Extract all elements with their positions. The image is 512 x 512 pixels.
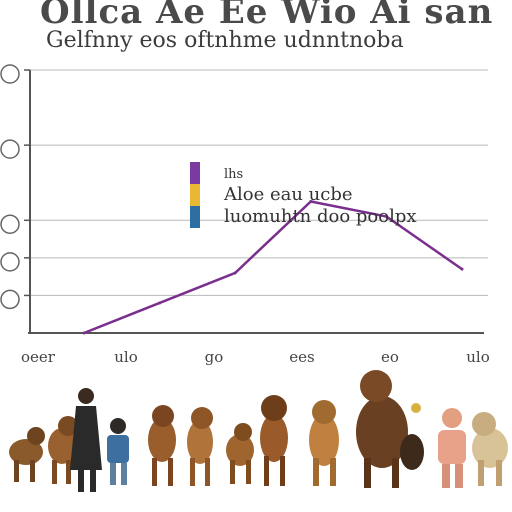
chart-title: Ollca Ae Ee Wio Ai san <box>40 0 494 32</box>
dog-illustration-row <box>9 370 508 492</box>
x-tick-labels: oeer ulo go ees eo ulo <box>21 348 490 366</box>
dog-face-icon <box>0 214 20 235</box>
dog-face-icon <box>0 64 20 84</box>
dog-icon <box>309 400 339 486</box>
y-axis-icons <box>0 64 20 310</box>
data-point <box>233 271 237 275</box>
data-point <box>158 301 162 305</box>
legend-label: luomuhtn doo poolpx <box>224 206 417 227</box>
dog-icon <box>356 370 408 488</box>
child-icon <box>107 418 129 485</box>
dog-icon <box>9 427 45 482</box>
dog-icon <box>260 395 288 486</box>
dog-face-icon <box>0 289 20 310</box>
series-group <box>82 200 464 335</box>
data-point <box>82 331 86 335</box>
x-tick-label: eo <box>381 348 399 366</box>
legend-swatch <box>190 162 200 184</box>
chart-subtitle: Gelfnny eos oftnhme udnntnoba <box>46 28 404 53</box>
dog-face-icon <box>0 252 20 272</box>
person-icon <box>70 388 102 492</box>
legend-label: lhs <box>224 167 243 182</box>
legend-swatch <box>190 184 200 206</box>
dog-icon <box>400 403 424 470</box>
dog-icon <box>148 405 176 486</box>
dog-icon <box>472 412 508 486</box>
dog-face-icon <box>0 139 20 159</box>
x-tick-label: oeer <box>21 348 56 366</box>
dog-icon <box>226 423 254 484</box>
legend-label: Aloe eau ucbe <box>223 184 353 205</box>
legend-swatch <box>190 206 200 228</box>
grid-lines <box>30 69 488 296</box>
dog-icon <box>48 416 78 484</box>
data-point <box>460 267 464 271</box>
x-tick-label: ulo <box>114 348 138 366</box>
x-tick-label: ulo <box>466 348 490 366</box>
x-tick-label: ees <box>289 348 314 366</box>
series-line <box>83 200 463 335</box>
x-tick-label: go <box>205 348 224 366</box>
dog-icon <box>187 407 213 486</box>
person-icon <box>438 408 466 488</box>
data-point <box>384 215 388 219</box>
data-point <box>309 200 313 203</box>
